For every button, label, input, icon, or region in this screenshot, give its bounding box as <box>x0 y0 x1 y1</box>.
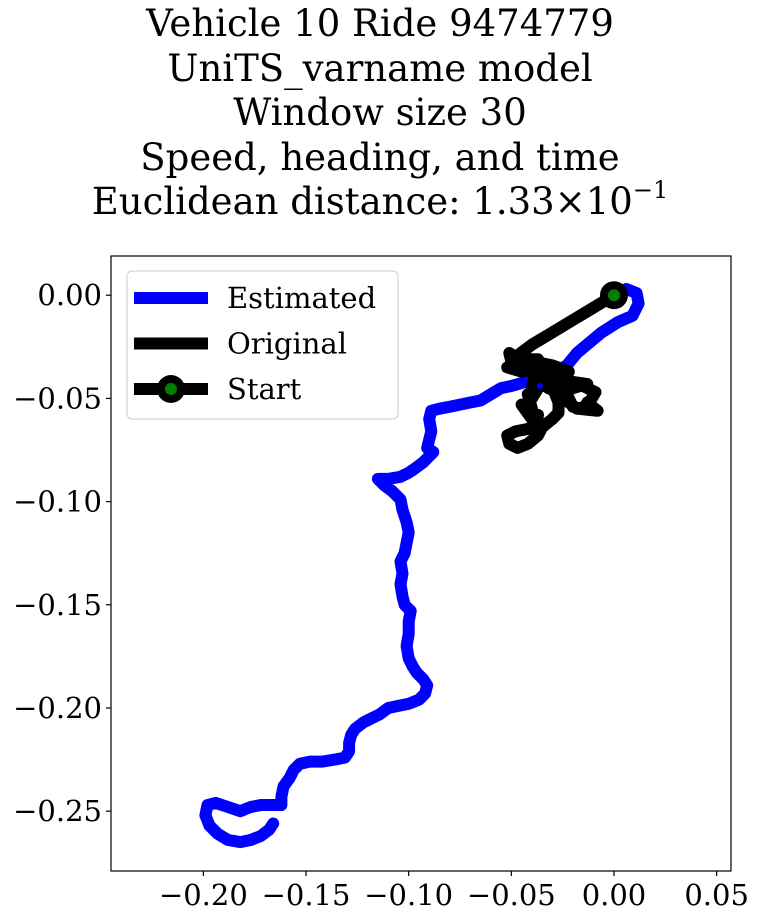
chart-title: Vehicle 10 Ride 9474779 UniTS_varname mo… <box>0 2 760 225</box>
x-tick-label: −0.10 <box>364 878 453 912</box>
title-line-2: UniTS_varname model <box>167 46 593 90</box>
legend-box <box>126 270 399 420</box>
legend: Estimated Original Start <box>126 270 399 420</box>
y-tick-label: −0.10 <box>13 485 102 519</box>
y-tick-label: −0.25 <box>13 794 102 828</box>
y-tick-label: −0.15 <box>13 588 102 622</box>
legend-label-start: Start <box>227 372 302 406</box>
title-line-3: Window size 30 <box>233 91 527 134</box>
distance-prefix: Euclidean distance: <box>91 180 473 223</box>
y-axis: 0.00 −0.05 −0.10 −0.15 −0.20 −0.25 <box>13 278 111 828</box>
title-line-5: Euclidean distance: 1.33×10−1 <box>0 178 760 225</box>
x-tick-label: 0.00 <box>582 878 647 912</box>
series-line-estimated <box>199 283 645 849</box>
distance-base: 10 <box>585 180 633 223</box>
legend-label-estimated: Estimated <box>227 281 376 315</box>
distance-mantissa: 1.33 <box>472 180 555 223</box>
y-tick-label: −0.05 <box>13 381 102 415</box>
x-tick-label: −0.15 <box>262 878 351 912</box>
y-tick-label: −0.20 <box>13 691 102 725</box>
distance-exponent: −1 <box>632 176 669 204</box>
plot-area <box>199 281 645 849</box>
axes-frame <box>110 255 732 872</box>
series-line-original <box>501 289 620 454</box>
distance-times: × <box>554 180 586 223</box>
start-marker-inner <box>607 289 620 302</box>
center-marker <box>537 383 544 390</box>
legend-start-marker-inner <box>165 383 177 395</box>
x-axis: −0.20 −0.15 −0.10 −0.05 0.00 0.05 <box>159 871 749 912</box>
x-tick-label: −0.05 <box>467 878 556 912</box>
y-tick-label: 0.00 <box>37 278 102 312</box>
title-line-4: Speed, heading, and time <box>140 135 620 179</box>
x-tick-label: 0.05 <box>684 878 749 912</box>
x-tick-label: −0.20 <box>159 878 248 912</box>
title-line-1: Vehicle 10 Ride 9474779 <box>146 2 614 45</box>
legend-label-original: Original <box>227 327 347 361</box>
